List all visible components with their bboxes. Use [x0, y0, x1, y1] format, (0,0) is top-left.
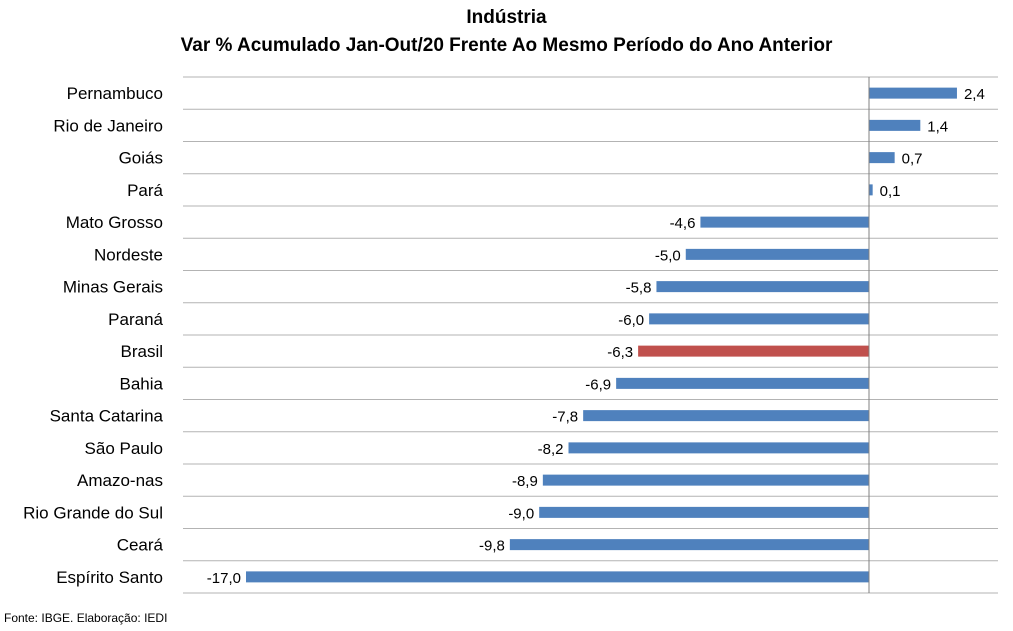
- category-label: Santa Catarina: [50, 407, 164, 426]
- category-label: Rio Grande do Sul: [23, 503, 163, 522]
- data-label: 0,1: [880, 183, 901, 200]
- category-label: Pará: [127, 181, 163, 200]
- category-label: Minas Gerais: [63, 278, 163, 297]
- category-label: Brasil: [120, 342, 163, 361]
- category-label: Amazo-nas: [77, 471, 163, 490]
- category-label: Pernambuco: [67, 84, 163, 103]
- bar: [649, 313, 869, 325]
- category-label: Mato Grosso: [66, 213, 163, 232]
- category-label: Goiás: [119, 149, 163, 168]
- chart-title: Indústria: [466, 7, 547, 28]
- data-label: -7,8: [552, 409, 578, 426]
- category-label: Bahia: [120, 374, 164, 393]
- data-label: -6,9: [585, 376, 611, 393]
- data-label: -9,0: [508, 505, 534, 522]
- category-label: Nordeste: [94, 245, 163, 264]
- data-label: -5,8: [626, 280, 652, 297]
- data-label: -6,3: [607, 344, 633, 361]
- data-label: 0,7: [902, 151, 923, 168]
- bar: [869, 184, 873, 196]
- bar: [509, 539, 869, 551]
- bar: [700, 216, 869, 228]
- data-label: 1,4: [927, 118, 948, 135]
- data-label: -9,8: [479, 538, 505, 555]
- bar: [542, 474, 869, 486]
- bar: [583, 410, 869, 422]
- category-label: Rio de Janeiro: [53, 116, 163, 135]
- data-label: -5,0: [655, 247, 681, 264]
- bar: [539, 506, 869, 518]
- data-label: -8,2: [538, 441, 564, 458]
- category-label: Ceará: [117, 536, 164, 555]
- data-label: 2,4: [964, 86, 985, 103]
- bar: [656, 281, 869, 293]
- bar: [638, 345, 869, 357]
- bar: [869, 119, 921, 131]
- bar: [685, 248, 869, 260]
- bar: [869, 152, 895, 164]
- data-label: -6,0: [618, 312, 644, 329]
- bar: [246, 571, 869, 583]
- source-note: Fonte: IBGE. Elaboração: IEDI: [4, 611, 168, 625]
- data-label: -8,9: [512, 473, 538, 490]
- category-label: Paraná: [108, 310, 163, 329]
- chart-subtitle: Var % Acumulado Jan-Out/20 Frente Ao Mes…: [180, 35, 833, 56]
- bar: [568, 442, 869, 454]
- data-label: -4,6: [670, 215, 696, 232]
- category-label: Espírito Santo: [56, 568, 163, 587]
- bar: [616, 377, 869, 389]
- bar: [869, 87, 957, 99]
- category-label: São Paulo: [85, 439, 163, 458]
- data-label: -17,0: [207, 570, 241, 587]
